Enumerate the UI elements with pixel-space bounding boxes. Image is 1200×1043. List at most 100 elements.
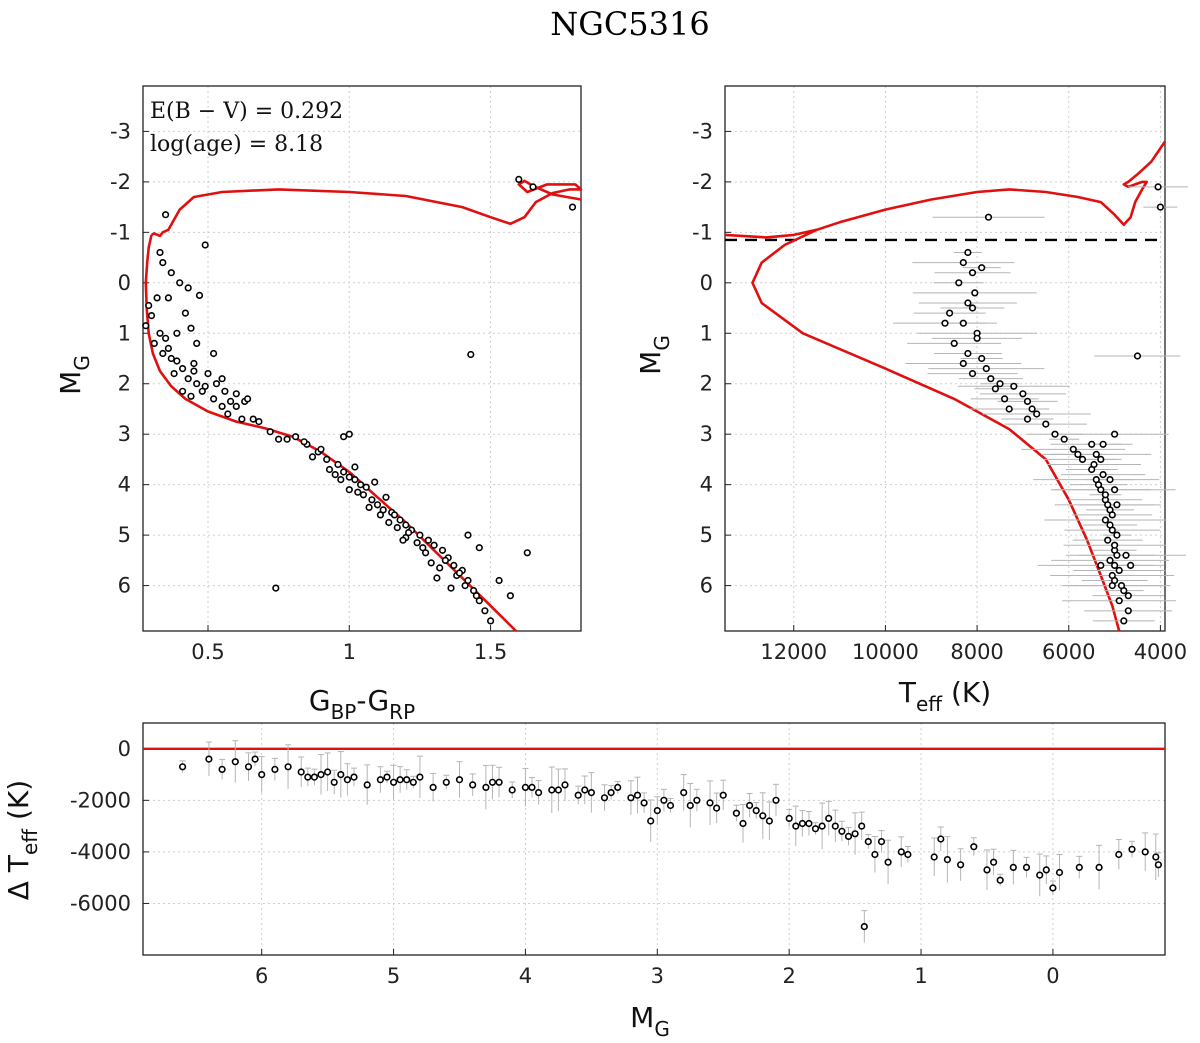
dteff-xtick-label: 2 — [782, 964, 795, 988]
dteff-star-point — [904, 850, 912, 859]
teff-ytick-label: 6 — [700, 574, 713, 598]
dteff-star-point — [600, 794, 609, 802]
teff-xtick-label: 6000 — [1042, 640, 1095, 664]
teff-star-point — [1101, 491, 1109, 499]
teff-star-point — [1099, 440, 1107, 448]
teff-star-point — [1092, 450, 1100, 459]
cmd-stars — [142, 175, 577, 625]
dteff-star-point — [831, 822, 839, 830]
cmd-star-point — [187, 324, 195, 332]
teff-star-point — [1110, 541, 1119, 549]
teff-star-point — [945, 309, 954, 317]
cmd-star-point — [495, 576, 503, 585]
cmd-star-point — [450, 561, 458, 570]
cmd-star-point — [331, 471, 339, 479]
dteff-star-point — [244, 763, 253, 771]
dteff-star-point — [858, 822, 866, 830]
dteff-star-point — [640, 799, 648, 807]
dteff-star-point — [1141, 848, 1149, 856]
teff-star-point — [978, 264, 986, 272]
dteff-y-axis-label: Δ Teff (K) — [2, 780, 42, 900]
dteff-star-point — [231, 758, 239, 766]
cmd-star-point — [266, 428, 274, 436]
cmd-star-point — [405, 528, 413, 537]
teff-star-point — [1019, 390, 1027, 398]
cmd-plot-frame — [142, 85, 582, 632]
dteff-star-point — [1095, 863, 1103, 872]
cmd-star-point — [419, 544, 427, 552]
teff-x-axis-label: Teff (K) — [898, 676, 991, 716]
teff-star-point — [1110, 430, 1119, 438]
teff-star-point — [1090, 460, 1098, 469]
dteff-star-point — [455, 776, 464, 784]
teff-star-point — [984, 213, 993, 221]
dteff-star-point — [805, 819, 813, 828]
teff-star-point — [1000, 395, 1009, 403]
teff-star-point — [1133, 352, 1142, 360]
cmd-star-point — [201, 382, 209, 390]
cmd-star-point — [325, 465, 334, 474]
cmd-star-point — [147, 312, 156, 320]
cmd-star-point — [153, 294, 161, 302]
cmd-star-point — [354, 488, 362, 496]
dteff-star-point — [871, 850, 879, 859]
teff-star-point — [959, 319, 967, 327]
cmd-star-point — [184, 284, 192, 292]
teff-star-point — [1124, 607, 1132, 615]
teff-star-point — [1033, 410, 1041, 418]
dteff-star-point — [534, 788, 543, 797]
cmd-star-point — [292, 433, 300, 441]
cmd-star-point — [359, 491, 368, 499]
teff-xtick-label: 4000 — [1134, 640, 1187, 664]
dteff-star-point — [732, 809, 741, 817]
cmd-star-point — [156, 248, 164, 257]
cmd-xtick-label: 0.5 — [191, 640, 224, 664]
dteff-star-point — [284, 763, 292, 771]
dteff-star-point — [495, 778, 503, 786]
dteff-star-point — [719, 791, 727, 799]
teff-star-point — [955, 279, 963, 287]
dteff-star-point — [864, 837, 872, 846]
teff-star-point — [1005, 405, 1013, 413]
teff-star-point — [1115, 597, 1123, 605]
dteff-star-point — [818, 822, 826, 830]
dteff-star-point — [330, 778, 338, 786]
teff-star-point — [1110, 486, 1119, 494]
teff-star-point — [1101, 516, 1109, 524]
cmd-star-point — [430, 541, 438, 549]
teff-star-point — [1099, 471, 1107, 479]
dteff-star-point — [937, 835, 945, 843]
dteff-star-point — [350, 773, 358, 781]
dteff-xtick-label: 4 — [519, 964, 532, 988]
dteff-star-point — [271, 765, 279, 774]
dteff-star-point — [554, 786, 563, 794]
dteff-ytick-label: -2000 — [70, 788, 131, 812]
dteff-star-point — [759, 812, 767, 820]
dteff-star-point — [343, 776, 352, 784]
cmd-star-point — [164, 344, 172, 353]
teff-ytick-label: -3 — [692, 119, 713, 143]
cmd-star-point — [441, 556, 450, 565]
dteff-star-point — [390, 778, 398, 786]
dteff-star-point — [712, 804, 721, 812]
dteff-star-point — [686, 801, 694, 810]
cmd-star-point — [173, 357, 181, 365]
cmd-star-point — [568, 203, 577, 211]
teff-star-point — [971, 289, 979, 297]
cmd-star-point — [179, 365, 187, 373]
teff-xtick-label: 12000 — [760, 640, 827, 664]
teff-star-point — [1120, 617, 1128, 625]
dteff-star-point — [765, 817, 774, 825]
cmd-star-point — [362, 483, 370, 491]
cmd-star-point — [470, 586, 478, 595]
cmd-star-point — [190, 367, 198, 375]
cmd-star-point — [275, 435, 283, 443]
dteff-star-point — [383, 773, 391, 781]
teff-star-point — [1154, 183, 1162, 191]
cmd-star-point — [167, 354, 175, 363]
cmd-star-point — [436, 564, 444, 572]
cmd-ytick-label: 4 — [118, 473, 131, 497]
dteff-star-point — [429, 783, 437, 792]
cmd-star-point — [385, 518, 393, 527]
cmd-star-point — [193, 380, 201, 388]
